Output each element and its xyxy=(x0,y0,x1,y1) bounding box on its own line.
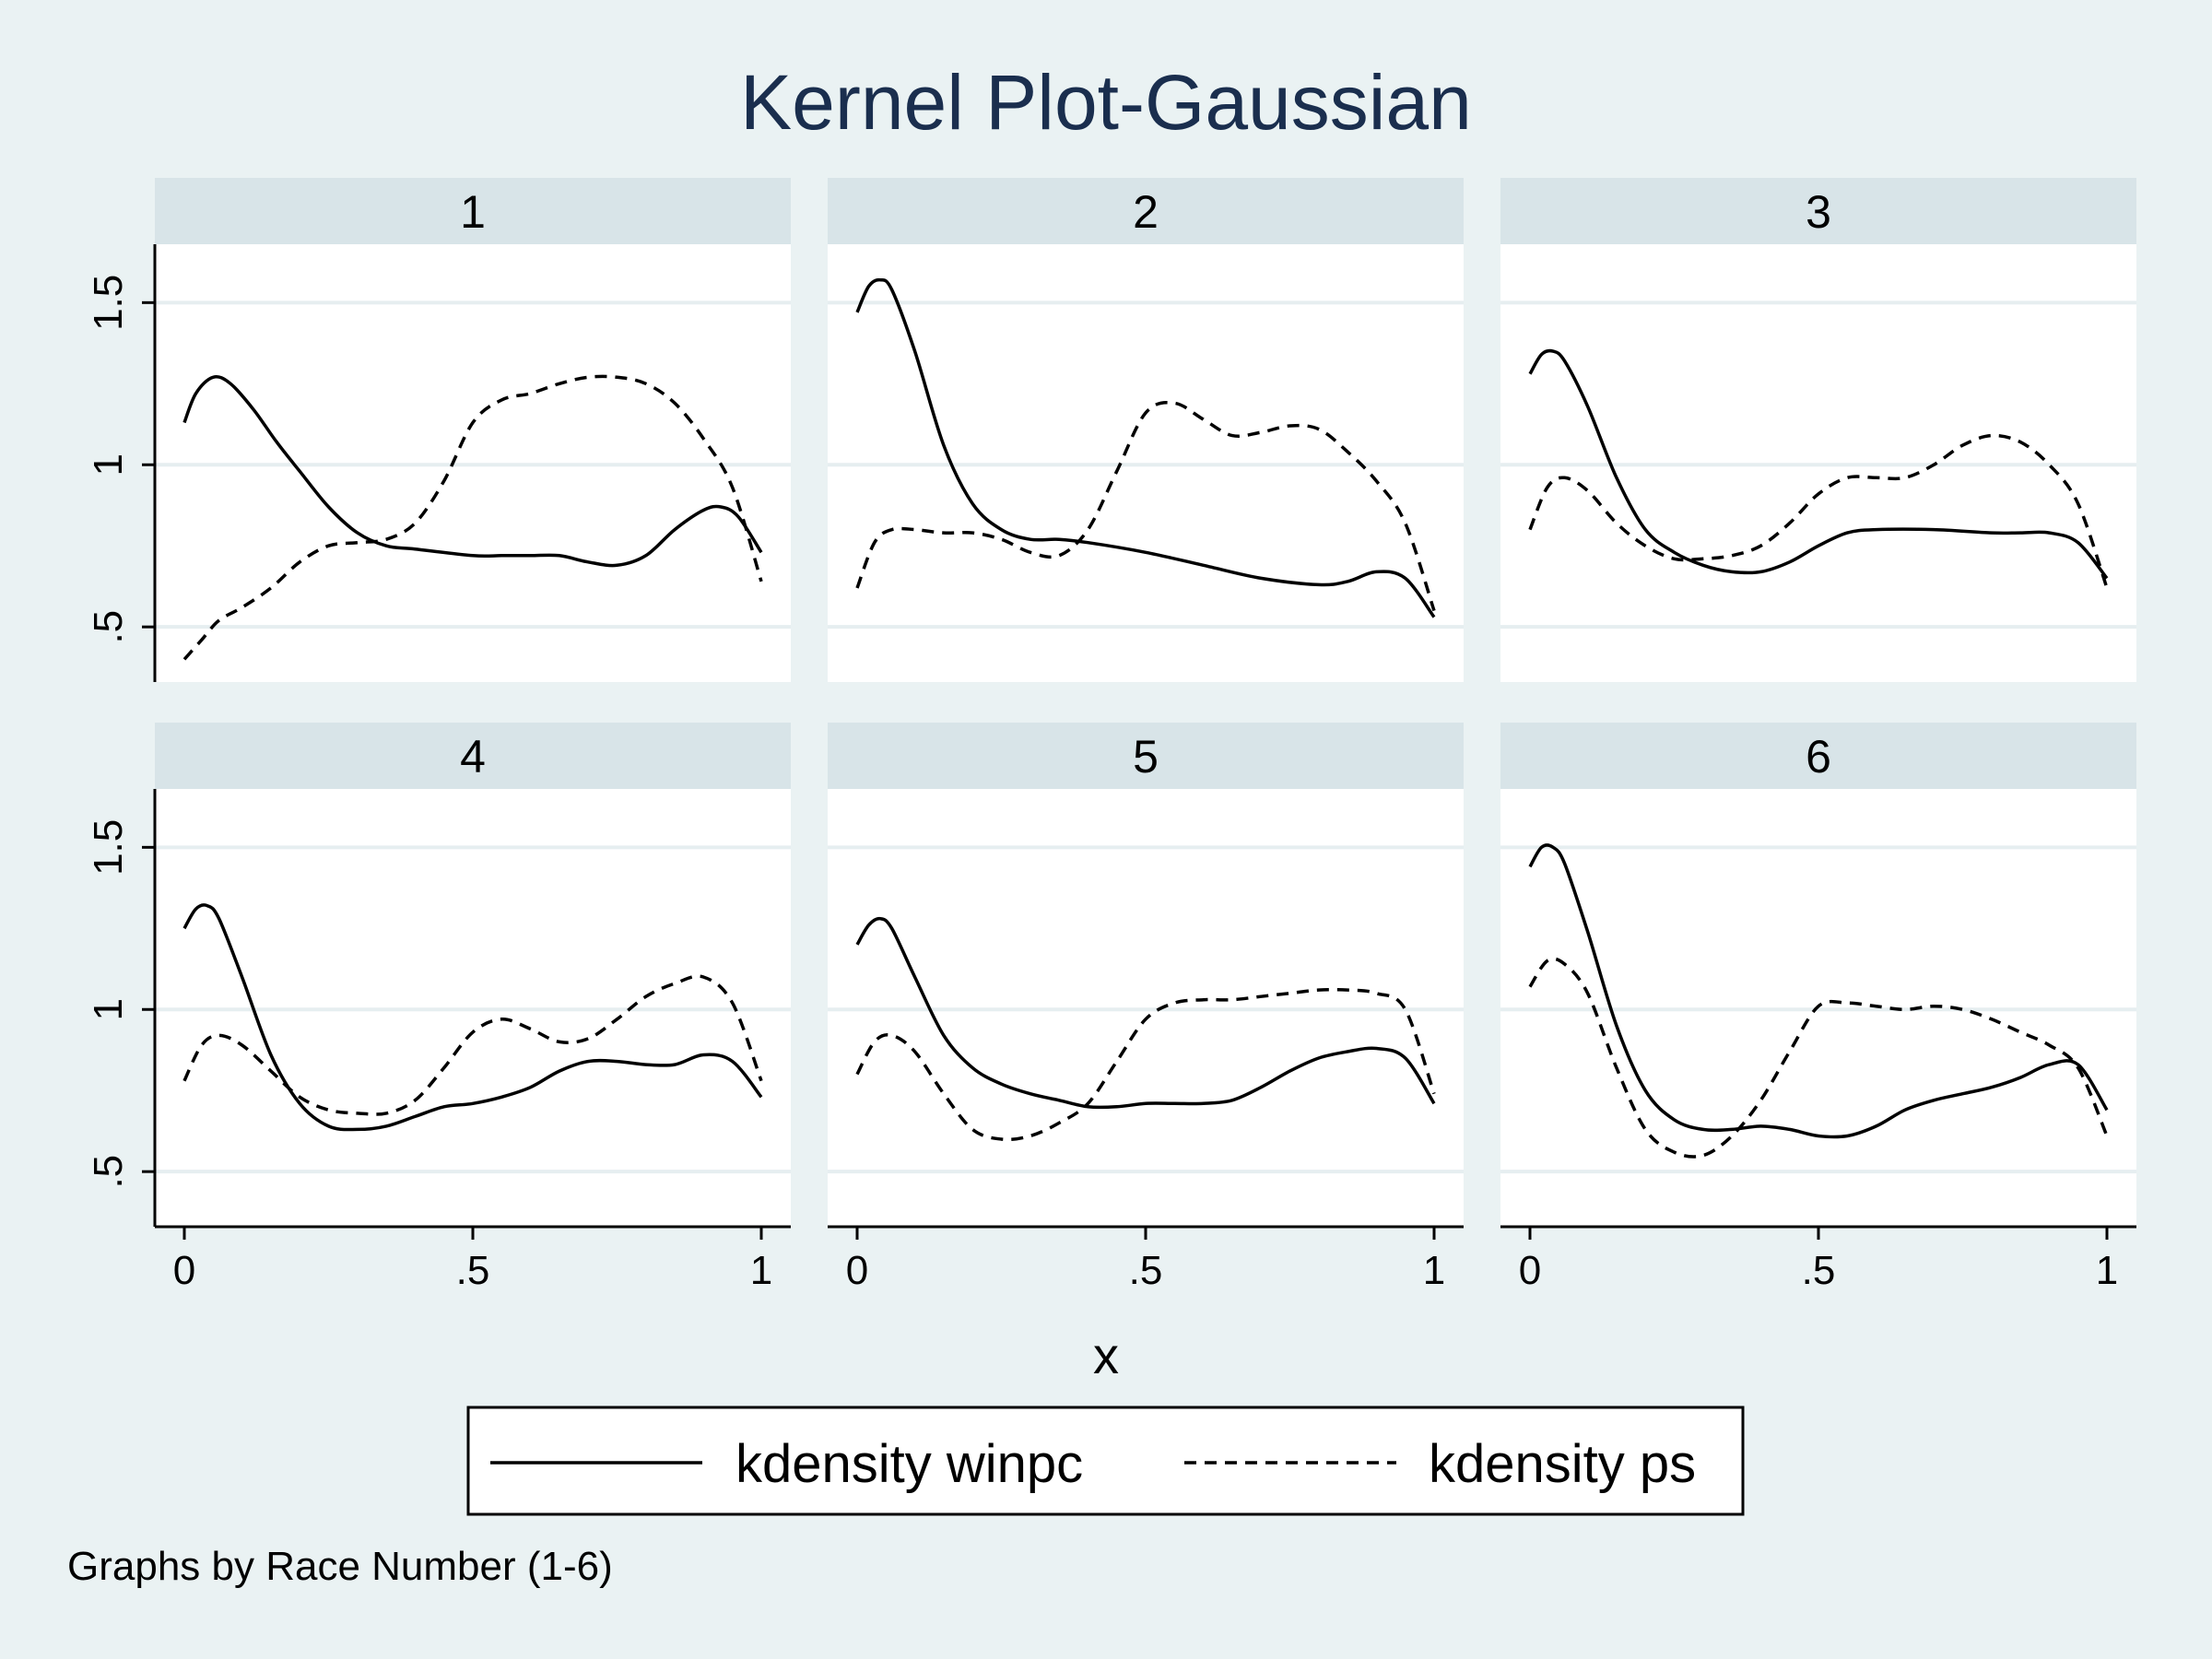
x-tick-label: .5 xyxy=(456,1248,490,1293)
y-tick-label: 1 xyxy=(86,998,131,1020)
facet-panel-3: 3 xyxy=(1500,178,2136,682)
y-tick-label: .5 xyxy=(86,1155,131,1189)
legend-box xyxy=(466,1406,1745,1516)
facet-strip-label: 6 xyxy=(1806,731,1831,782)
y-tick-label: 1.5 xyxy=(86,819,131,876)
x-tick-label: 1 xyxy=(750,1248,772,1293)
series-line-kdensity-winpc xyxy=(1528,348,2109,580)
facet-strip-label: 4 xyxy=(460,731,486,782)
facet-strip-label: 1 xyxy=(460,186,486,238)
facet-strip xyxy=(1500,723,2136,789)
facet-strip-label: 2 xyxy=(1133,186,1159,238)
series-line-kdensity-ps xyxy=(182,374,763,661)
facet-strip-label: 5 xyxy=(1133,731,1159,782)
series-line-kdensity-winpc xyxy=(1528,843,2109,1139)
y-tick-label: .5 xyxy=(86,610,131,644)
legend-label-ps: kdensity ps xyxy=(1429,1434,1696,1494)
facet-strip xyxy=(828,723,1464,789)
series-line-kdensity-ps xyxy=(1528,957,2109,1159)
series-line-kdensity-winpc xyxy=(855,916,1436,1110)
facet-panel-1: 1.511.5 xyxy=(86,178,791,682)
x-tick-label: .5 xyxy=(1802,1248,1836,1293)
chart-note: Graphs by Race Number (1-6) xyxy=(67,1544,613,1589)
x-tick-label: 0 xyxy=(1519,1248,1541,1293)
legend: kdensity winpc kdensity ps xyxy=(466,1406,1745,1516)
x-tick-label: 1 xyxy=(2096,1248,2118,1293)
facet-panel-4: 4 .5 1 1.5 0 .5 1 xyxy=(86,723,791,1293)
series-line-kdensity-ps xyxy=(855,987,1436,1142)
facet-strip xyxy=(155,178,791,244)
facet-strip xyxy=(155,723,791,789)
series-line-kdensity-ps xyxy=(855,401,1436,612)
x-tick-label: .5 xyxy=(1129,1248,1163,1293)
chart-title: Kernel Plot-Gaussian xyxy=(740,59,1472,146)
facet-panel-6: 60.5 1 xyxy=(1500,723,2136,1293)
facet-strip-label: 3 xyxy=(1806,186,1831,238)
facet-panel-2: 2 xyxy=(828,178,1464,682)
y-tick-label: 1.5 xyxy=(86,275,131,331)
facet-strip xyxy=(1500,178,2136,244)
x-axis-title: x xyxy=(1093,1326,1119,1384)
y-tick-label: 1 xyxy=(86,453,131,476)
series-line-kdensity-ps xyxy=(182,974,763,1116)
series-line-kdensity-winpc xyxy=(182,903,763,1132)
panel-grid: 1.511.52 34.511.50.5 150.5 160.5 1 xyxy=(86,178,2136,1293)
x-tick-label: 1 xyxy=(1423,1248,1445,1293)
x-tick-label: 0 xyxy=(846,1248,868,1293)
facet-panel-5: 50.5 1 xyxy=(828,723,1464,1293)
x-tick-label: 0 xyxy=(173,1248,195,1293)
series-line-kdensity-winpc xyxy=(855,277,1436,618)
facet-strip xyxy=(828,178,1464,244)
legend-label-winpc: kdensity winpc xyxy=(735,1434,1083,1494)
series-line-kdensity-winpc xyxy=(182,375,763,568)
